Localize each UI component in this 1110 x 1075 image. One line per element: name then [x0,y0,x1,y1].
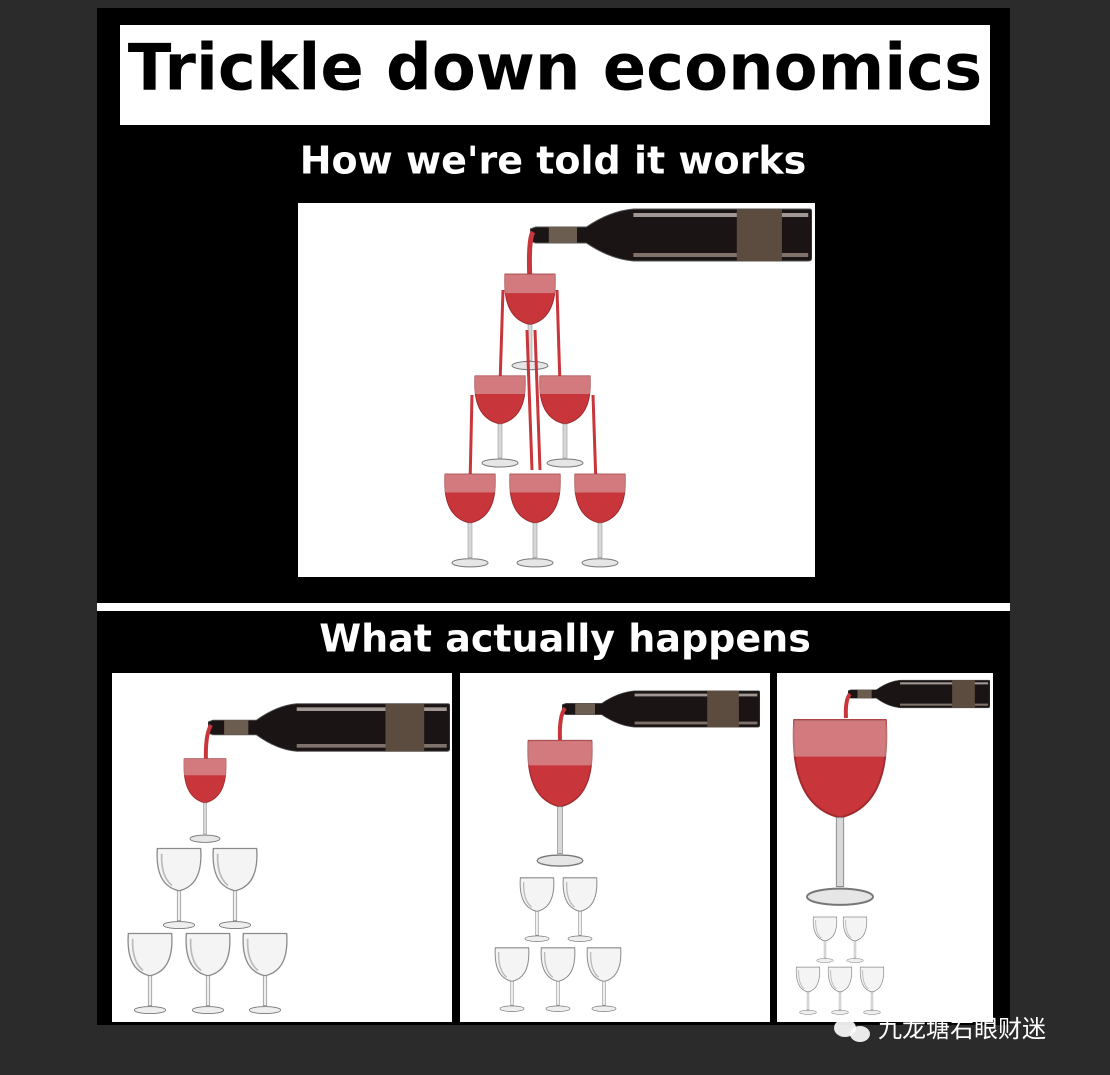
title: Trickle down economics [128,32,983,106]
watermark-text: 九龙塘右眼财迷 [878,1015,1046,1043]
page: Trickle down economics How we're told it… [0,0,1110,1075]
reality-panel-2 [460,673,770,1022]
section-heading: How we're told it works [300,139,807,183]
meme: Trickle down economics How we're told it… [0,0,1110,1075]
reality-panel-1 [112,673,452,1022]
section-heading: What actually happens [319,617,811,661]
reality-panel-3 [777,673,993,1022]
divider [97,603,1010,611]
ideal-illustration [298,203,815,577]
